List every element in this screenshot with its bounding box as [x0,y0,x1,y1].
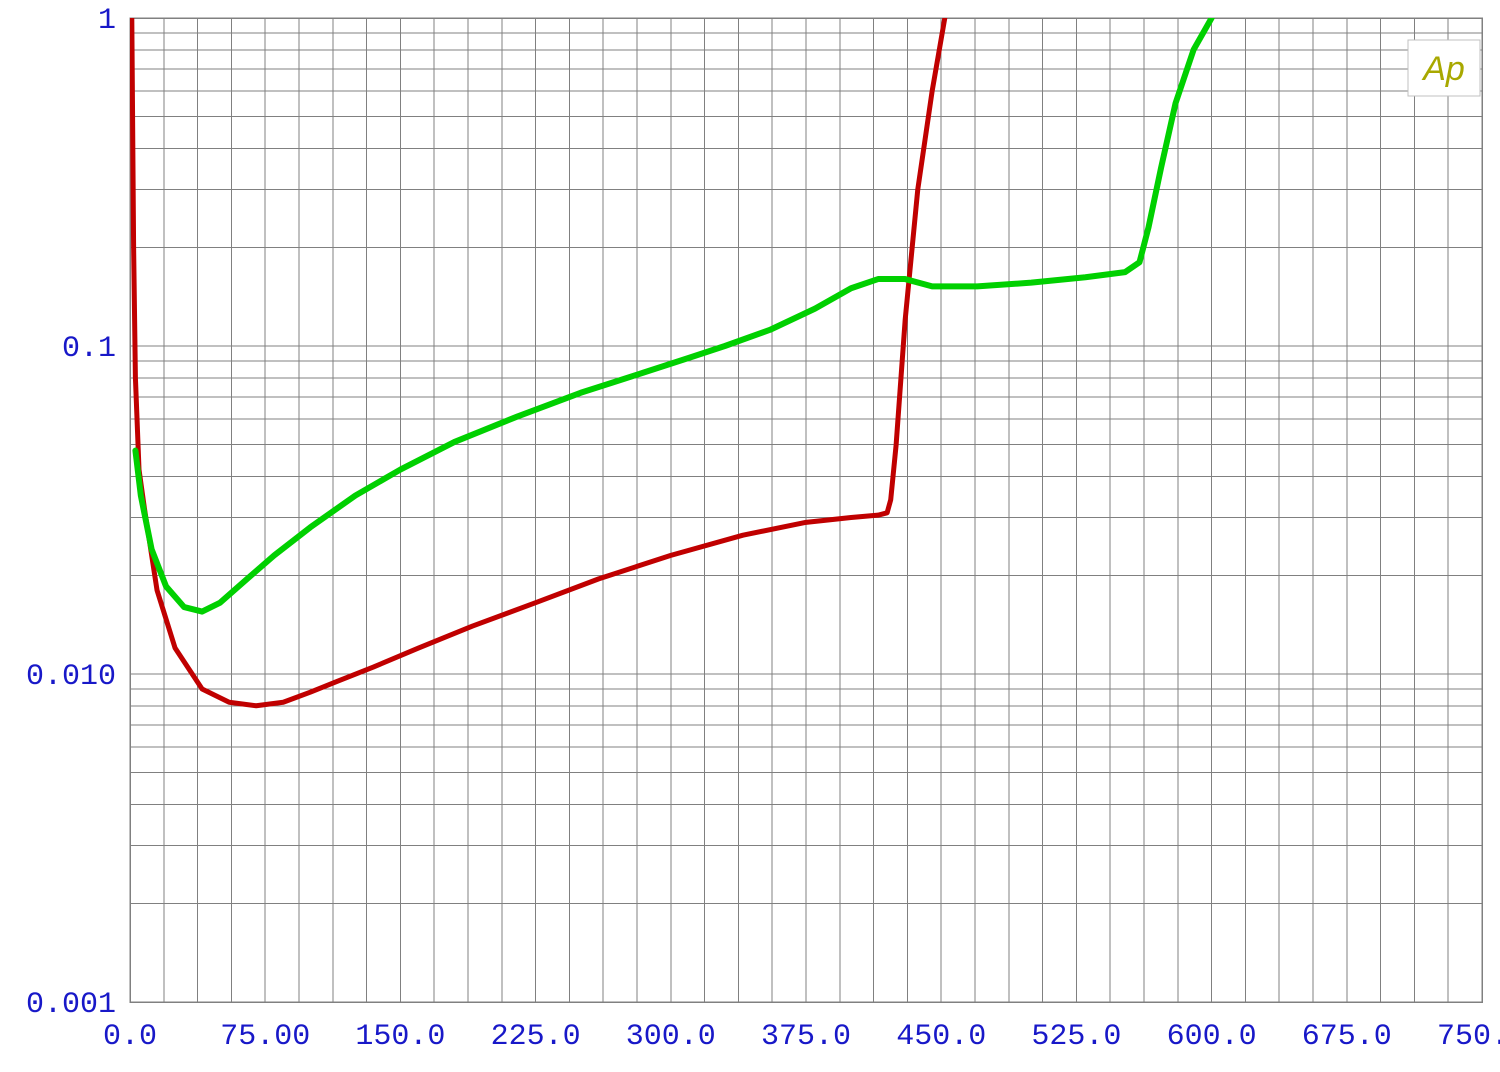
line-chart: 0.001 0.010 0.1 1 0.0 75.00 150.0 225.0 300.0 375… [0,0,1500,1072]
x-tick-label: 0.0 [103,1020,157,1054]
y-tick-label: 0.010 [26,660,116,694]
y-tick-label: 0.1 [62,332,116,366]
x-tick-label: 450.0 [896,1020,986,1054]
legend-label: Ap [1421,50,1465,88]
chart-svg: 0.001 0.010 0.1 1 0.0 75.00 150.0 225.0 300.0 375… [0,0,1500,1072]
x-tick-label: 600.0 [1167,1020,1257,1054]
y-tick-label: 0.001 [26,988,116,1022]
x-tick-label: 375.0 [761,1020,851,1054]
x-tick-label: 675.0 [1302,1020,1392,1054]
x-tick-label: 300.0 [626,1020,716,1054]
x-tick-label: 75.00 [220,1020,310,1054]
x-tick-label: 225.0 [491,1020,581,1054]
x-tick-label: 750.0 [1437,1020,1500,1054]
y-tick-label: 1 [98,4,116,38]
x-tick-label: 150.0 [355,1020,445,1054]
x-tick-label: 525.0 [1031,1020,1121,1054]
